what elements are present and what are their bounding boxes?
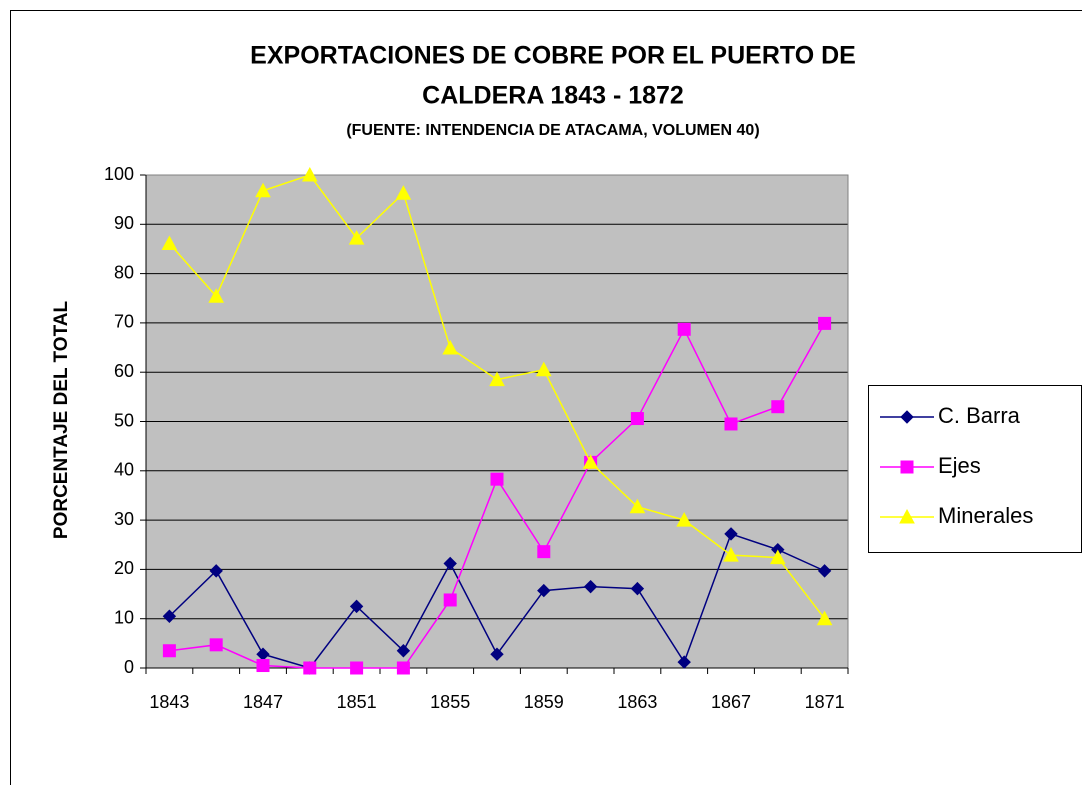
marker	[161, 235, 178, 251]
y-tick-label: 10	[114, 607, 134, 627]
marker	[349, 599, 364, 614]
marker	[723, 547, 739, 562]
x-tick-label: 1867	[711, 692, 751, 712]
y-tick-label: 90	[114, 213, 134, 233]
marker	[582, 454, 599, 469]
x-tick-label: 1855	[430, 692, 470, 712]
marker	[255, 182, 271, 198]
y-tick-label: 30	[114, 509, 134, 529]
marker	[396, 644, 411, 658]
y-tick-label: 70	[114, 312, 134, 332]
marker	[490, 472, 504, 486]
marker	[256, 659, 270, 673]
marker	[301, 166, 318, 182]
marker	[900, 410, 914, 424]
legend-label: Minerales	[938, 503, 1033, 528]
marker	[537, 583, 551, 598]
marker	[629, 498, 646, 514]
marker	[443, 593, 457, 607]
marker	[900, 460, 914, 474]
marker	[490, 647, 504, 661]
marker	[676, 512, 693, 527]
marker	[396, 661, 410, 675]
marker	[395, 185, 412, 200]
y-axis-label: PORCENTAJE DEL TOTAL	[51, 300, 72, 539]
marker	[535, 361, 552, 377]
y-tick-label: 100	[104, 164, 134, 184]
y-tick-label: 80	[114, 262, 134, 282]
chart-subtitle: (FUENTE: INTENDENCIA DE ATACAMA, VOLUMEN…	[346, 122, 759, 139]
y-tick-label: 50	[114, 410, 134, 430]
y-tick-label: 20	[114, 558, 134, 578]
x-tick-label: 1863	[617, 692, 657, 712]
legend-label: C. Barra	[938, 403, 1021, 428]
marker	[677, 322, 691, 336]
x-tick-label: 1843	[149, 692, 189, 712]
marker	[208, 288, 225, 303]
marker	[817, 564, 832, 578]
chart-title-line1: EXPORTACIONES DE COBRE POR EL PUERTO DE	[250, 42, 856, 70]
marker	[899, 508, 915, 524]
legend-label: Ejes	[938, 453, 981, 478]
x-tick-label: 1871	[805, 692, 845, 712]
marker	[443, 556, 457, 571]
marker	[677, 655, 691, 669]
y-tick-label: 60	[114, 361, 134, 381]
marker	[771, 400, 785, 414]
marker	[724, 417, 738, 431]
x-tick-label: 1859	[524, 692, 564, 712]
marker	[303, 661, 317, 675]
x-tick-label: 1851	[337, 692, 377, 712]
chart-title-line2: CALDERA 1843 - 1872	[422, 82, 684, 110]
marker	[489, 371, 505, 387]
marker	[162, 609, 177, 623]
marker	[209, 638, 223, 652]
marker	[537, 545, 551, 559]
marker	[630, 412, 644, 426]
marker	[818, 316, 832, 330]
marker	[724, 527, 738, 541]
marker	[162, 644, 176, 658]
x-tick-label: 1847	[243, 692, 283, 712]
marker	[769, 549, 786, 565]
marker	[442, 339, 459, 355]
marker	[816, 610, 833, 626]
marker	[630, 581, 645, 596]
marker	[583, 579, 598, 594]
y-tick-label: 0	[124, 657, 134, 677]
marker	[209, 564, 223, 578]
y-tick-label: 40	[114, 460, 134, 480]
marker	[348, 230, 365, 245]
marker	[350, 661, 364, 675]
